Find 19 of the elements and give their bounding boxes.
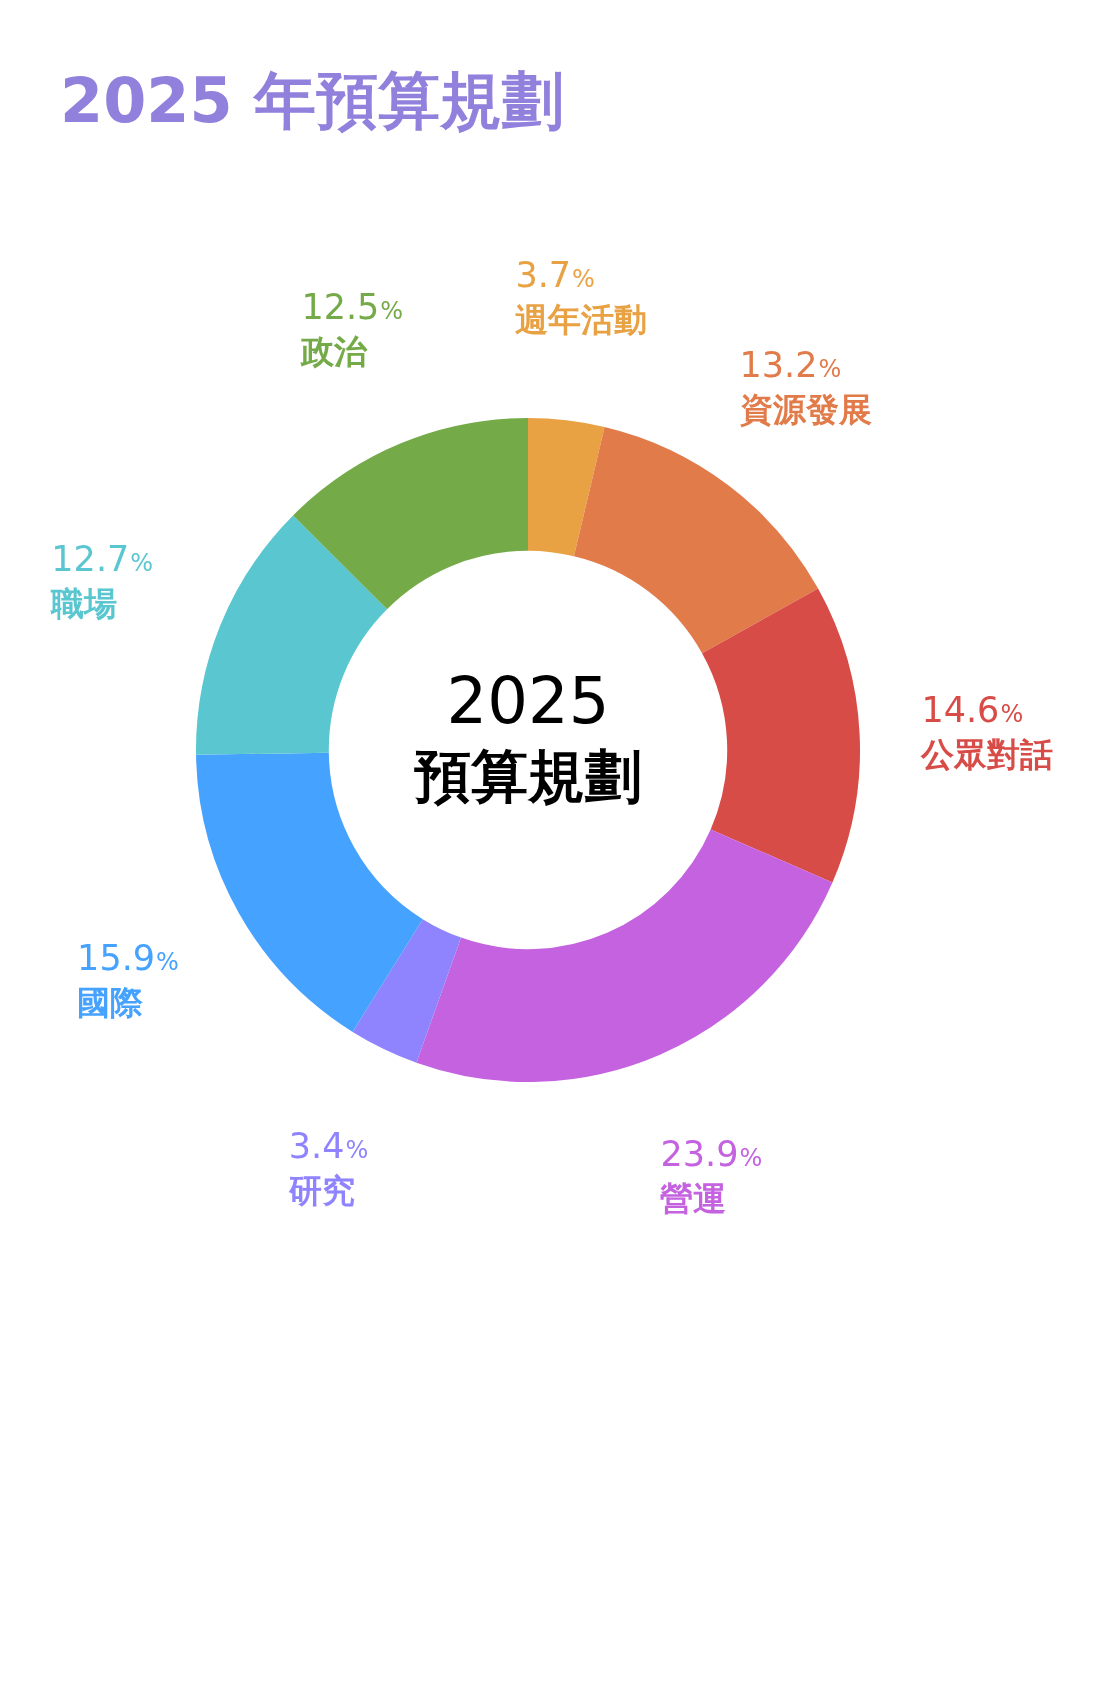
slice-label: 營運	[660, 1179, 727, 1219]
text: 預算規劃	[414, 743, 642, 809]
data-label: 12.5%	[301, 287, 404, 328]
data-label: 3.7%	[515, 255, 595, 296]
data-label: 13.2%	[739, 345, 842, 386]
data-label: 3.4%	[288, 1126, 369, 1167]
data-label: 15.9%	[77, 938, 179, 979]
text: 2025	[446, 664, 610, 738]
slice-label: 國際	[77, 983, 145, 1023]
slice-label: 職場	[50, 584, 118, 624]
slice-label: 週年活動	[515, 300, 648, 340]
chart-title: 2025 年預算規劃	[60, 64, 565, 137]
data-label: 14.6%	[921, 689, 1024, 730]
slice-label: 政治	[300, 332, 369, 372]
slice-label: 公眾對話	[920, 734, 1054, 774]
data-label: 23.9%	[660, 1134, 763, 1175]
data-label: 12.7%	[51, 539, 154, 580]
slice-label: 研究	[287, 1171, 355, 1211]
slice-label: 資源發展	[738, 390, 872, 430]
